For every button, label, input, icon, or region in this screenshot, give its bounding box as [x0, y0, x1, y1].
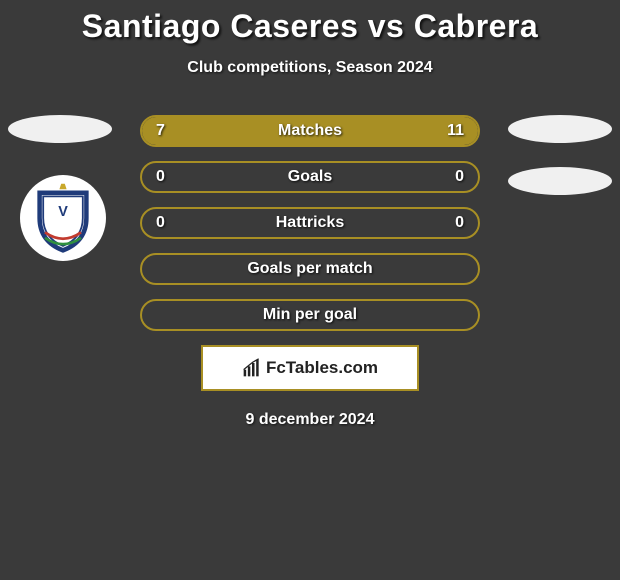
bar-chart-icon — [242, 358, 262, 378]
player-left-avatar-placeholder — [8, 115, 112, 143]
stat-row: Goals per match — [140, 253, 480, 285]
stat-row: Min per goal — [140, 299, 480, 331]
player-left-club-badge: V — [20, 175, 106, 261]
stat-label: Hattricks — [142, 214, 478, 232]
svg-text:V: V — [58, 204, 68, 220]
stat-value-right: 11 — [447, 122, 464, 140]
player-right-club-placeholder — [508, 167, 612, 195]
comparison-panel: V Matches711Goals00Hattricks00Goals per … — [0, 115, 620, 429]
stat-row: Hattricks0 0 — [140, 207, 480, 239]
stat-row: Matches7 11 — [140, 115, 480, 147]
stat-label: Min per goal — [142, 306, 478, 324]
source-logo-text: FcTables.com — [266, 358, 378, 378]
source-logo-box: FcTables.com — [201, 345, 419, 391]
stat-label: Goals — [142, 168, 478, 186]
stat-rows: Matches711Goals00Hattricks00Goals per ma… — [140, 115, 480, 331]
shield-icon: V — [27, 182, 99, 254]
stat-label: Goals per match — [142, 260, 478, 278]
stat-value-left: 0 — [156, 168, 165, 186]
stat-value-right: 0 — [455, 168, 464, 186]
stat-value-right: 0 — [455, 214, 464, 232]
page-subtitle: Club competitions, Season 2024 — [0, 59, 620, 77]
stat-value-left: 7 — [156, 122, 165, 140]
player-right-avatar-placeholder — [508, 115, 612, 143]
stat-row: Goals0 0 — [140, 161, 480, 193]
snapshot-date: 9 december 2024 — [0, 411, 620, 429]
page-title: Santiago Caseres vs Cabrera — [0, 0, 620, 45]
stat-value-left: 0 — [156, 214, 165, 232]
stat-label: Matches — [142, 122, 478, 140]
